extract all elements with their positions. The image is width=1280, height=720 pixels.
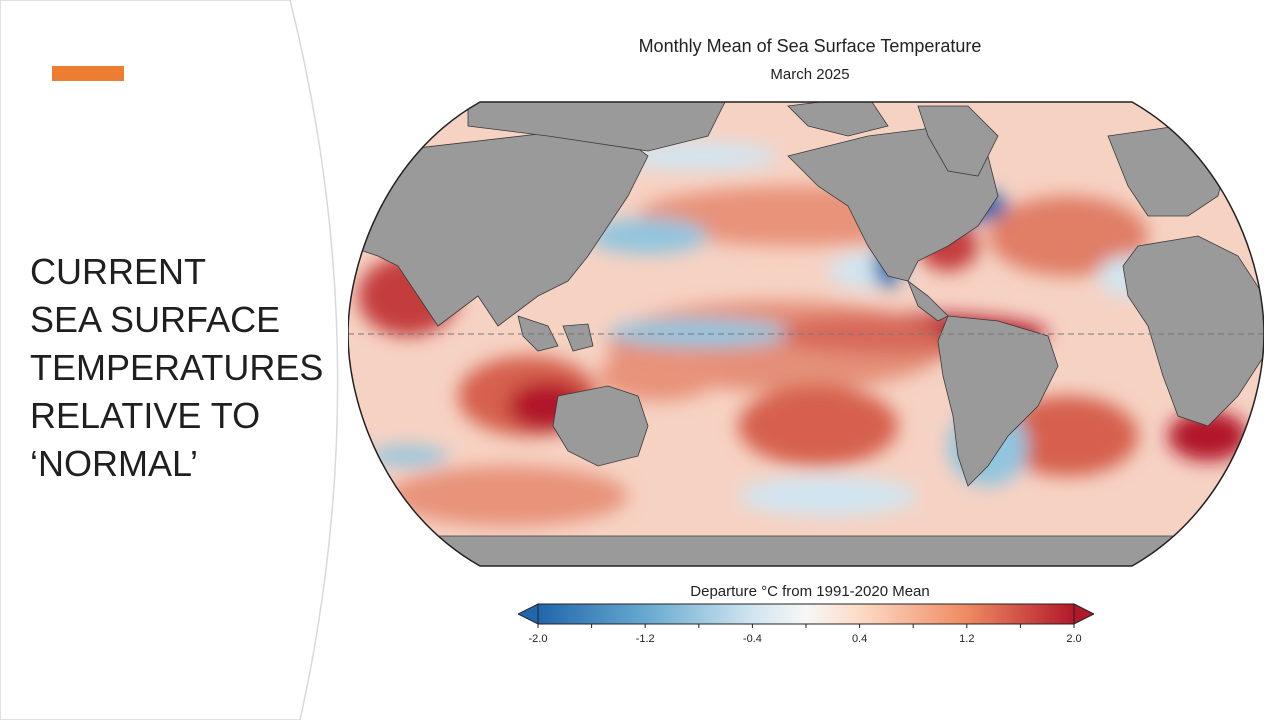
colorbar-label: Departure °C from 1991-2020 Mean [690, 583, 930, 600]
slide-title-line-2: SEA SURFACE [30, 299, 281, 340]
globe-outline [348, 101, 1264, 567]
chart-title: Monthly Mean of Sea Surface Temperature [638, 36, 982, 56]
colorbar-tick-label: -2.0 [529, 633, 548, 645]
colorbar-gradient [537, 603, 1075, 625]
accent-bar [52, 66, 124, 81]
colorbar-min-arrow [518, 603, 539, 625]
slide-title-line-3: TEMPERATURES [30, 347, 324, 388]
slide-title-line-5: ‘NORMAL’ [30, 443, 199, 484]
colorbar-max-arrow [1073, 603, 1094, 625]
colorbar-tick-label: 1.2 [959, 633, 974, 645]
land-masses [348, 102, 1264, 566]
colorbar: -2.0 -1.2 -0.4 0.4 1.2 2.0 [518, 603, 1094, 645]
colorbar-ticks: -2.0 -1.2 -0.4 0.4 1.2 2.0 [529, 624, 1082, 645]
slide-title-line-1: CURRENT [30, 251, 206, 292]
ocean-field [348, 102, 1264, 566]
colorbar-tick-label: 0.4 [852, 633, 867, 645]
sst-anomaly-map [348, 101, 1264, 567]
colorbar-tick-label: -0.4 [743, 633, 762, 645]
slide-title: CURRENT SEA SURFACE TEMPERATURES RELATIV… [30, 248, 324, 488]
slide-title-line-4: RELATIVE TO [30, 395, 261, 436]
chart-subtitle: March 2025 [770, 66, 850, 83]
colorbar-tick-label: 2.0 [1066, 633, 1081, 645]
colorbar-tick-label: -1.2 [636, 633, 655, 645]
